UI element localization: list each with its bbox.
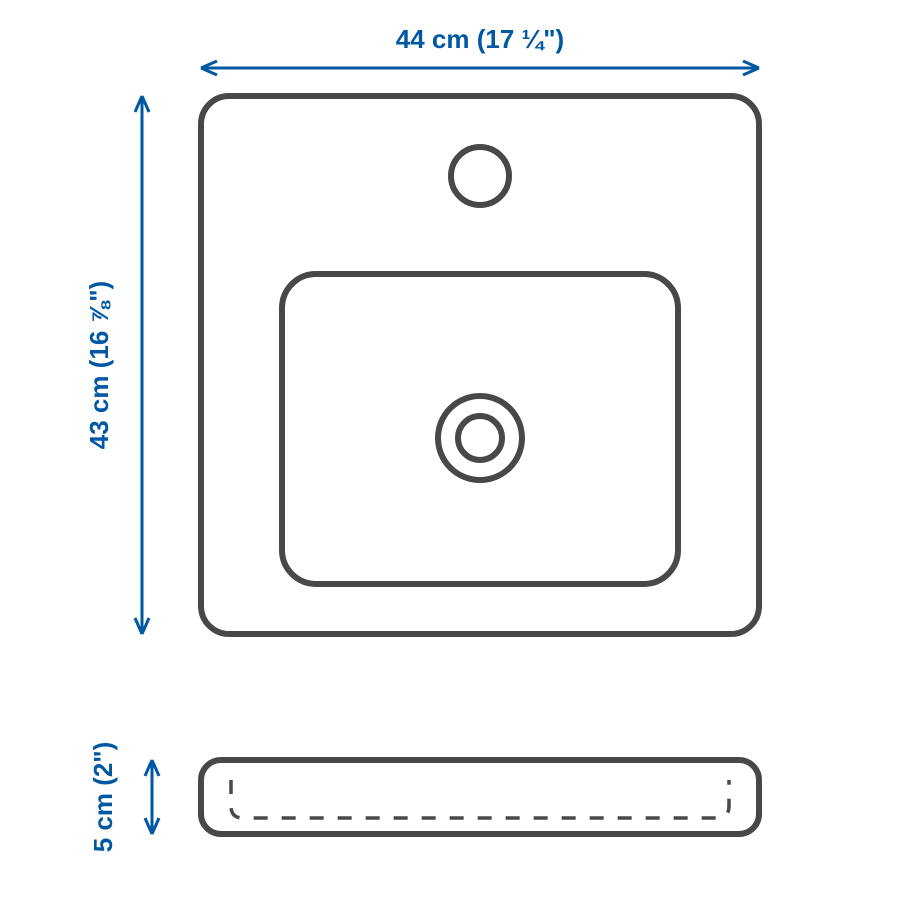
dimension-depth: 5 cm (2")	[88, 742, 159, 853]
side-dashed-profile	[231, 780, 729, 818]
dimension-height-label: 43 cm (16 ⅞")	[84, 281, 114, 449]
top-view	[201, 96, 759, 634]
dimension-width-label: 44 cm (17 ¼")	[396, 24, 564, 54]
dimension-width: 44 cm (17 ¼")	[201, 24, 759, 75]
dimension-diagram: 44 cm (17 ¼") 43 cm (16 ⅞") 5 cm (2")	[0, 0, 900, 900]
side-view	[201, 760, 759, 834]
dimension-depth-label: 5 cm (2")	[88, 742, 118, 853]
dimension-height: 43 cm (16 ⅞")	[84, 96, 149, 634]
side-outer-outline	[201, 760, 759, 834]
drain-outer-ring	[438, 396, 522, 480]
drain-inner-ring	[458, 416, 502, 460]
tap-hole	[451, 147, 509, 205]
sink-basin-outline	[282, 274, 678, 584]
